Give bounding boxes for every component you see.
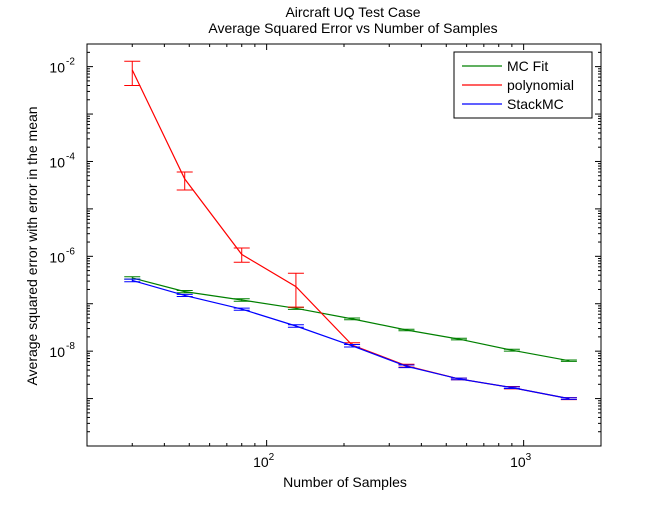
- error-bar: [233, 307, 250, 311]
- error-bar: [287, 324, 304, 328]
- legend-label: polynomial: [507, 77, 574, 93]
- error-bar: [450, 337, 467, 341]
- y-tick-exponent: -2: [66, 57, 75, 68]
- y-axis-label: Average squared error with error in the …: [24, 106, 40, 385]
- x-tick-label: 103: [510, 452, 532, 470]
- series-mc-fit: [124, 276, 577, 362]
- y-tick-label: 10: [49, 60, 65, 76]
- y-tick-label: 10: [49, 249, 65, 265]
- y-tick-base: 10: [49, 60, 65, 76]
- error-bar: [450, 377, 467, 381]
- x-tick-base: 10: [253, 454, 269, 470]
- y-tick-exponent: -8: [66, 341, 75, 352]
- x-tick-base: 10: [510, 454, 526, 470]
- error-bar: [503, 386, 520, 390]
- legend-label: MC Fit: [507, 58, 548, 74]
- legend-label: StackMC: [507, 96, 564, 112]
- y-tick-label: 10: [49, 344, 65, 360]
- y-tick-base: 10: [49, 249, 65, 265]
- error-bar: [176, 290, 193, 294]
- x-tick-exponent: 3: [526, 452, 532, 463]
- x-tick-label: 102: [253, 452, 275, 470]
- y-tick-exponent: -4: [66, 151, 75, 162]
- error-bar: [503, 348, 520, 352]
- legend: MC Fit polynomial StackMC: [453, 51, 593, 119]
- error-bar: [176, 171, 193, 191]
- error-bar: [176, 293, 193, 298]
- error-bar: [233, 298, 250, 302]
- x-axis-label: Number of Samples: [283, 474, 407, 490]
- error-bar: [124, 278, 141, 283]
- y-tick-base: 10: [49, 154, 65, 170]
- error-bar: [233, 247, 250, 263]
- error-bar: [398, 328, 415, 332]
- chart-subtitle: Average Squared Error vs Number of Sampl…: [208, 20, 497, 36]
- x-tick-exponent: 2: [269, 452, 275, 463]
- error-bar: [398, 364, 415, 369]
- error-bar: [560, 397, 577, 400]
- error-bar: [560, 359, 577, 362]
- y-tick-label: 10: [49, 154, 65, 170]
- y-tick-exponent: -6: [66, 246, 75, 257]
- series-stackmc: [124, 278, 577, 400]
- error-bar: [344, 344, 361, 348]
- chart-title: Aircraft UQ Test Case: [285, 4, 420, 20]
- error-bar: [124, 60, 141, 86]
- y-tick-base: 10: [49, 344, 65, 360]
- error-bar: [344, 317, 361, 321]
- error-bar: [287, 272, 304, 308]
